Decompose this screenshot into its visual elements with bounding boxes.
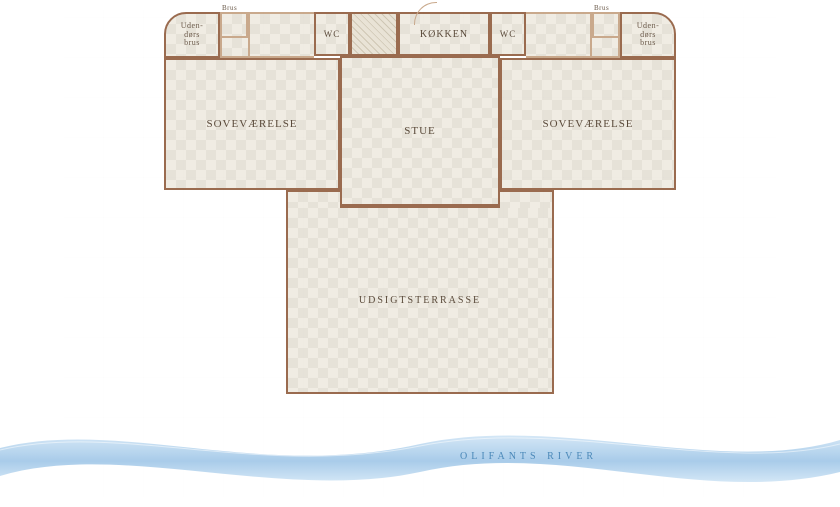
room-hatch	[350, 12, 398, 56]
top-strip-right2	[590, 38, 620, 58]
room-brus-left	[220, 12, 248, 38]
room-brus-right	[592, 12, 620, 38]
label-bedroom-right: Soveværelse	[542, 118, 633, 130]
room-wc-right: WC	[490, 12, 526, 56]
label-kitchen: Køkken	[420, 29, 468, 40]
label-stue: Stue	[404, 125, 436, 137]
label-brus-right: Brus	[594, 4, 609, 12]
terrace-notch-right	[498, 190, 554, 208]
door-arc-top	[414, 2, 437, 25]
room-stue: Stue	[340, 56, 500, 206]
room-terrace: udsigtsterrasse	[286, 206, 554, 394]
top-strip-left	[248, 12, 314, 58]
top-strip-right	[526, 12, 592, 58]
label-terrace: udsigtsterrasse	[359, 295, 481, 306]
room-bedroom-right: Soveværelse	[500, 58, 676, 190]
room-kitchen: Køkken	[398, 12, 490, 56]
terrace-notch-left	[286, 190, 342, 208]
room-outdoor-shower-right: Uden- dørs brus	[620, 12, 676, 58]
label-outdoor-shower-right: Uden- dørs brus	[637, 22, 660, 47]
room-bedroom-left: Soveværelse	[164, 58, 340, 190]
label-brus-left: Brus	[222, 4, 237, 12]
label-river: olifants river	[460, 448, 597, 464]
top-strip-left2	[220, 38, 250, 58]
room-wc-left: WC	[314, 12, 350, 56]
river-band	[0, 410, 840, 490]
room-outdoor-shower-left: Uden- dørs brus	[164, 12, 220, 58]
label-bedroom-left: Soveværelse	[206, 118, 297, 130]
label-wc-right: WC	[500, 29, 517, 39]
label-wc-left: WC	[324, 29, 341, 39]
label-outdoor-shower-left: Uden- dørs brus	[181, 22, 204, 47]
